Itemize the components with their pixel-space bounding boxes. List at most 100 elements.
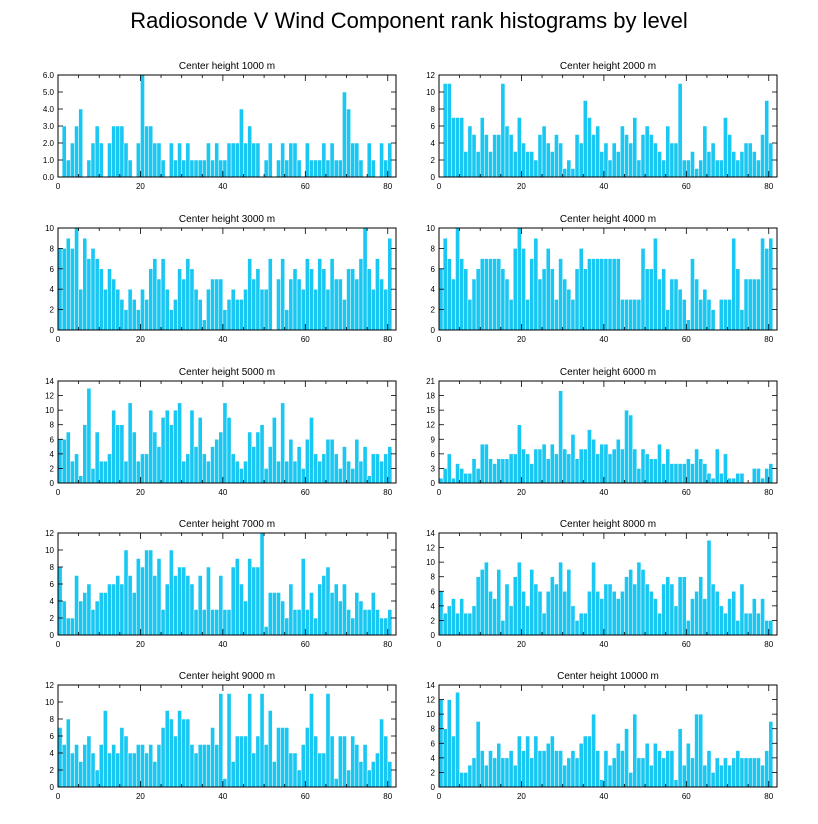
bar xyxy=(545,743,551,788)
bar xyxy=(570,434,576,484)
bar xyxy=(309,159,314,178)
bar xyxy=(366,142,372,178)
bar xyxy=(537,750,543,788)
bar xyxy=(243,735,248,788)
bar xyxy=(131,752,137,788)
bar xyxy=(669,278,675,331)
bar xyxy=(578,448,584,484)
bar xyxy=(677,288,683,331)
y-tick-label: 8 xyxy=(431,573,436,582)
bar xyxy=(731,477,737,484)
bar xyxy=(383,159,389,178)
y-tick-label: 10 xyxy=(45,224,54,233)
panel-title: Center height 6000 m xyxy=(560,367,656,378)
bar xyxy=(760,237,765,331)
bar xyxy=(710,583,716,636)
bar xyxy=(362,744,368,788)
bar xyxy=(706,299,712,331)
bar xyxy=(537,591,543,636)
bar xyxy=(338,159,343,178)
bar xyxy=(177,402,182,484)
bar xyxy=(558,561,563,636)
bar xyxy=(70,752,75,788)
bar xyxy=(325,159,331,178)
panel-title: Center height 5000 m xyxy=(179,367,275,378)
bar xyxy=(657,443,662,484)
bar xyxy=(61,125,67,178)
bar xyxy=(173,735,178,788)
bar xyxy=(451,477,456,484)
bar xyxy=(70,142,75,178)
panel-4: Center height 4000 m 0 2 4 6 8 10 0 20 40 60 80 xyxy=(426,214,778,344)
x-tick-label: 60 xyxy=(301,640,310,649)
bar xyxy=(210,727,215,788)
bar xyxy=(185,258,191,331)
bar xyxy=(354,142,360,178)
panel-title: Center height 7000 m xyxy=(179,519,275,530)
bar xyxy=(222,609,228,636)
bar xyxy=(632,299,638,331)
y-tick-label: 8 xyxy=(50,715,55,724)
bar xyxy=(263,626,269,636)
bar xyxy=(756,757,761,788)
y-tick-label: 8 xyxy=(431,725,436,734)
bar xyxy=(475,268,481,331)
bar xyxy=(230,288,236,331)
bar xyxy=(636,757,642,788)
panel-title: Center height 10000 m xyxy=(557,671,659,682)
bar xyxy=(202,319,207,331)
bar xyxy=(305,609,310,636)
bar xyxy=(115,288,121,331)
bar xyxy=(202,159,207,178)
bar xyxy=(599,779,605,788)
bar xyxy=(570,299,576,331)
bar xyxy=(90,248,96,331)
bar xyxy=(94,125,100,178)
bar xyxy=(644,743,650,788)
bar xyxy=(706,750,712,788)
bar xyxy=(467,125,473,178)
bar xyxy=(313,735,318,788)
bar xyxy=(243,600,248,636)
bar xyxy=(492,463,497,484)
bar xyxy=(541,125,547,178)
bar xyxy=(739,473,745,484)
bar xyxy=(504,278,510,331)
y-tick-label: 12 xyxy=(426,421,435,430)
bar xyxy=(562,764,568,788)
bar xyxy=(284,460,290,484)
bar xyxy=(739,151,745,178)
bar xyxy=(338,278,343,331)
bar xyxy=(354,278,360,331)
bar xyxy=(620,750,625,788)
bar xyxy=(148,744,154,788)
bar xyxy=(591,561,596,636)
bar xyxy=(578,248,584,331)
bar xyxy=(747,278,753,331)
bar xyxy=(442,237,448,331)
bar xyxy=(206,744,211,788)
bar xyxy=(599,258,605,331)
bar xyxy=(545,142,551,178)
bar xyxy=(698,299,704,331)
bar xyxy=(648,591,654,636)
bar xyxy=(661,159,666,178)
bar xyxy=(292,142,298,178)
bar xyxy=(735,159,741,178)
bar xyxy=(354,592,360,636)
bar xyxy=(632,448,638,484)
x-tick-label: 60 xyxy=(682,640,691,649)
bar xyxy=(61,439,67,484)
bar xyxy=(554,134,559,178)
bar xyxy=(710,309,716,331)
y-tick-label: 4 xyxy=(431,285,436,294)
x-tick-label: 20 xyxy=(136,335,145,344)
bar xyxy=(710,142,716,178)
bar xyxy=(760,477,765,484)
bar xyxy=(177,566,182,636)
bar xyxy=(276,592,281,636)
bar xyxy=(197,575,203,636)
bar xyxy=(727,764,732,788)
bar xyxy=(222,159,228,178)
